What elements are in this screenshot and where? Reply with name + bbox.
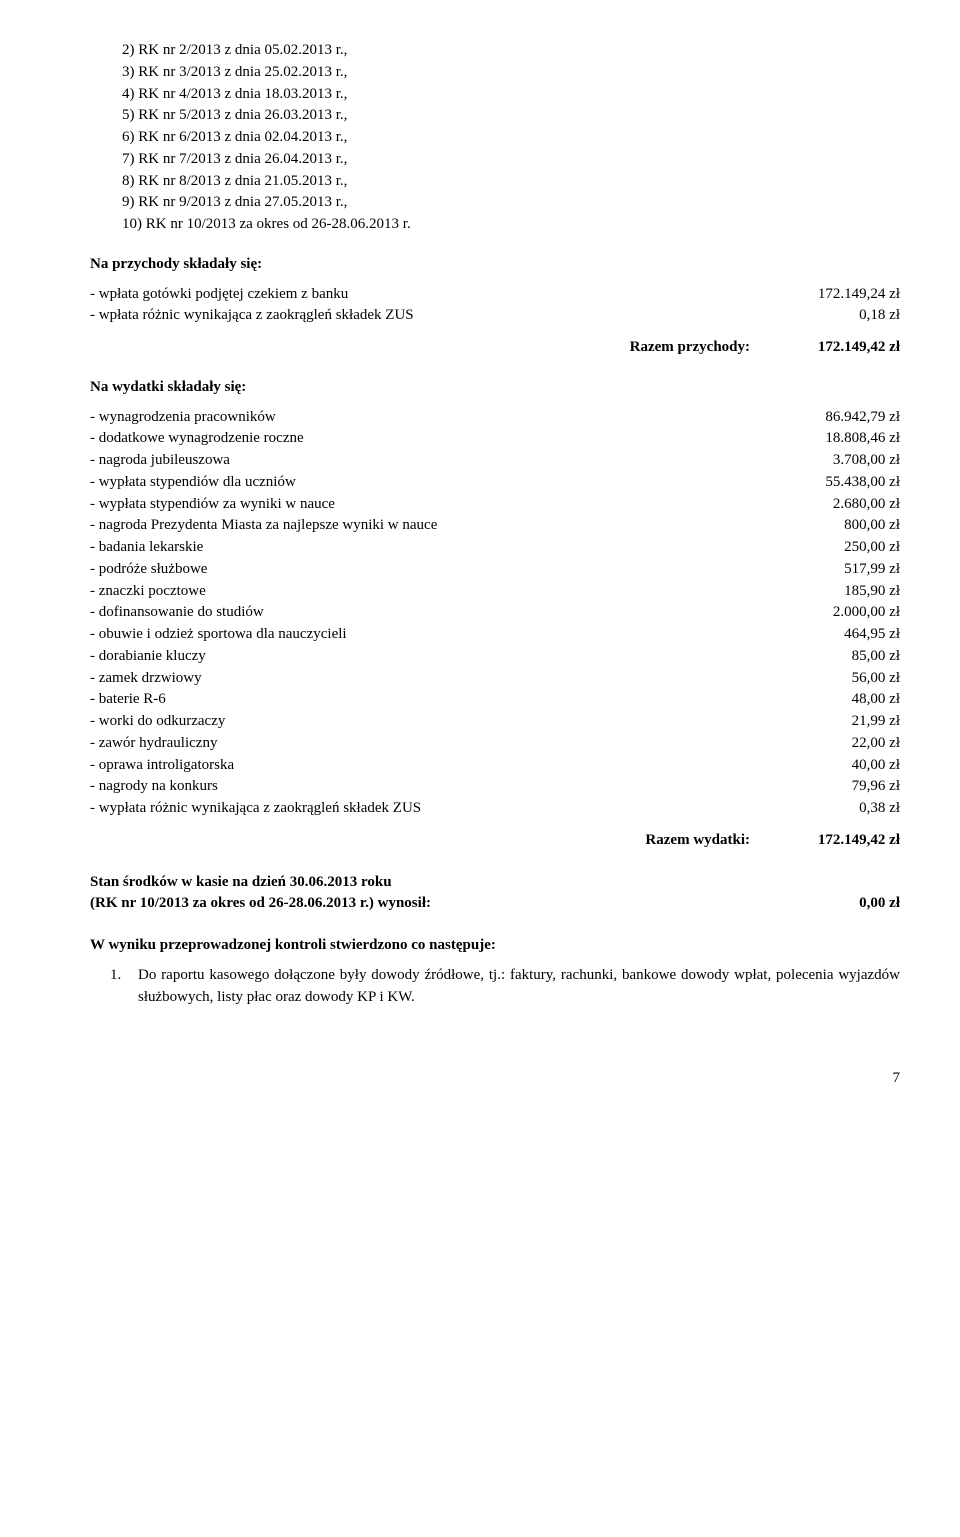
wydatki-label: - worki do odkurzaczy xyxy=(90,711,780,733)
wydatki-row: - oprawa introligatorska40,00 zł xyxy=(90,755,900,777)
wydatki-label: - wypłata stypendiów za wyniki w nauce xyxy=(90,494,780,516)
wydatki-row: - wypłata różnic wynikająca z zaokrągleń… xyxy=(90,798,900,820)
wydatki-row: - zamek drzwiowy56,00 zł xyxy=(90,668,900,690)
rk-list-item: 2) RK nr 2/2013 z dnia 05.02.2013 r., xyxy=(90,40,900,62)
wydatki-value: 2.680,00 zł xyxy=(780,494,900,516)
stan-line2: (RK nr 10/2013 za okres od 26-28.06.2013… xyxy=(90,893,780,915)
przychody-items: - wpłata gotówki podjętej czekiem z bank… xyxy=(90,284,900,328)
wydatki-row: - znaczki pocztowe185,90 zł xyxy=(90,581,900,603)
razem-wydatki-label: Razem wydatki: xyxy=(645,830,750,852)
heading-wyniku: W wyniku przeprowadzonej kontroli stwier… xyxy=(90,935,900,957)
wydatki-value: 85,00 zł xyxy=(780,646,900,668)
rk-list-item: 5) RK nr 5/2013 z dnia 26.03.2013 r., xyxy=(90,105,900,127)
wydatki-label: - nagroda Prezydenta Miasta za najlepsze… xyxy=(90,515,780,537)
wydatki-value: 250,00 zł xyxy=(780,537,900,559)
przychody-value: 0,18 zł xyxy=(780,305,900,327)
rk-list-item: 4) RK nr 4/2013 z dnia 18.03.2013 r., xyxy=(90,84,900,106)
wydatki-row: - nagroda jubileuszowa3.708,00 zł xyxy=(90,450,900,472)
wydatki-value: 800,00 zł xyxy=(780,515,900,537)
razem-wydatki-row: Razem wydatki: 172.149,42 zł xyxy=(90,830,900,852)
razem-przychody-label: Razem przychody: xyxy=(630,337,750,359)
wydatki-label: - badania lekarskie xyxy=(90,537,780,559)
stan-line1: Stan środków w kasie na dzień 30.06.2013… xyxy=(90,872,780,894)
conclusion-item: 1. Do raportu kasowego dołączone były do… xyxy=(90,965,900,1009)
wydatki-value: 55.438,00 zł xyxy=(780,472,900,494)
wydatki-value: 79,96 zł xyxy=(780,776,900,798)
wydatki-label: - podróże służbowe xyxy=(90,559,780,581)
wydatki-label: - dofinansowanie do studiów xyxy=(90,602,780,624)
wydatki-row: - dorabianie kluczy85,00 zł xyxy=(90,646,900,668)
wydatki-row: - obuwie i odzież sportowa dla nauczycie… xyxy=(90,624,900,646)
wydatki-label: - obuwie i odzież sportowa dla nauczycie… xyxy=(90,624,780,646)
rk-list-item: 9) RK nr 9/2013 z dnia 27.05.2013 r., xyxy=(90,192,900,214)
wydatki-row: - podróże służbowe517,99 zł xyxy=(90,559,900,581)
rk-list: 2) RK nr 2/2013 z dnia 05.02.2013 r.,3) … xyxy=(90,40,900,236)
wydatki-label: - wypłata różnic wynikająca z zaokrągleń… xyxy=(90,798,780,820)
wydatki-label: - oprawa introligatorska xyxy=(90,755,780,777)
razem-przychody-row: Razem przychody: 172.149,42 zł xyxy=(90,337,900,359)
wydatki-label: - zawór hydrauliczny xyxy=(90,733,780,755)
wydatki-value: 3.708,00 zł xyxy=(780,450,900,472)
wydatki-value: 56,00 zł xyxy=(780,668,900,690)
razem-wydatki-value: 172.149,42 zł xyxy=(780,830,900,852)
page-number: 7 xyxy=(90,1068,900,1090)
wydatki-value: 2.000,00 zł xyxy=(780,602,900,624)
przychody-row: - wpłata gotówki podjętej czekiem z bank… xyxy=(90,284,900,306)
wydatki-value: 18.808,46 zł xyxy=(780,428,900,450)
wydatki-value: 48,00 zł xyxy=(780,689,900,711)
stan-value: 0,00 zł xyxy=(780,893,900,915)
wydatki-row: - badania lekarskie250,00 zł xyxy=(90,537,900,559)
heading-wydatki: Na wydatki składały się: xyxy=(90,377,900,399)
wydatki-label: - baterie R-6 xyxy=(90,689,780,711)
rk-list-item: 3) RK nr 3/2013 z dnia 25.02.2013 r., xyxy=(90,62,900,84)
wydatki-label: - wynagrodzenia pracowników xyxy=(90,407,780,429)
stan-block: Stan środków w kasie na dzień 30.06.2013… xyxy=(90,872,900,916)
conclusion-text: Do raportu kasowego dołączone były dowod… xyxy=(138,965,900,1009)
wydatki-label: - wypłata stypendiów dla uczniów xyxy=(90,472,780,494)
wydatki-row: - dofinansowanie do studiów2.000,00 zł xyxy=(90,602,900,624)
wydatki-row: - worki do odkurzaczy21,99 zł xyxy=(90,711,900,733)
razem-przychody-value: 172.149,42 zł xyxy=(780,337,900,359)
wydatki-value: 86.942,79 zł xyxy=(780,407,900,429)
wydatki-label: - nagroda jubileuszowa xyxy=(90,450,780,472)
wydatki-row: - zawór hydrauliczny22,00 zł xyxy=(90,733,900,755)
przychody-row: - wpłata różnic wynikająca z zaokrągleń … xyxy=(90,305,900,327)
wydatki-label: - nagrody na konkurs xyxy=(90,776,780,798)
rk-list-item: 10) RK nr 10/2013 za okres od 26-28.06.2… xyxy=(90,214,900,236)
wydatki-value: 185,90 zł xyxy=(780,581,900,603)
wydatki-row: - nagroda Prezydenta Miasta za najlepsze… xyxy=(90,515,900,537)
wydatki-value: 464,95 zł xyxy=(780,624,900,646)
heading-przychody: Na przychody składały się: xyxy=(90,254,900,276)
wydatki-row: - nagrody na konkurs79,96 zł xyxy=(90,776,900,798)
conclusion-number: 1. xyxy=(110,965,138,1009)
rk-list-item: 7) RK nr 7/2013 z dnia 26.04.2013 r., xyxy=(90,149,900,171)
przychody-label: - wpłata różnic wynikająca z zaokrągleń … xyxy=(90,305,780,327)
wydatki-label: - znaczki pocztowe xyxy=(90,581,780,603)
wydatki-value: 22,00 zł xyxy=(780,733,900,755)
wydatki-items: - wynagrodzenia pracowników86.942,79 zł-… xyxy=(90,407,900,820)
wydatki-row: - baterie R-648,00 zł xyxy=(90,689,900,711)
wydatki-label: - dodatkowe wynagrodzenie roczne xyxy=(90,428,780,450)
przychody-label: - wpłata gotówki podjętej czekiem z bank… xyxy=(90,284,780,306)
wydatki-row: - wypłata stypendiów za wyniki w nauce2.… xyxy=(90,494,900,516)
wydatki-row: - dodatkowe wynagrodzenie roczne18.808,4… xyxy=(90,428,900,450)
wydatki-value: 40,00 zł xyxy=(780,755,900,777)
wydatki-row: - wypłata stypendiów dla uczniów55.438,0… xyxy=(90,472,900,494)
wydatki-value: 21,99 zł xyxy=(780,711,900,733)
wydatki-row: - wynagrodzenia pracowników86.942,79 zł xyxy=(90,407,900,429)
wydatki-value: 517,99 zł xyxy=(780,559,900,581)
rk-list-item: 8) RK nr 8/2013 z dnia 21.05.2013 r., xyxy=(90,171,900,193)
rk-list-item: 6) RK nr 6/2013 z dnia 02.04.2013 r., xyxy=(90,127,900,149)
wydatki-value: 0,38 zł xyxy=(780,798,900,820)
wydatki-label: - dorabianie kluczy xyxy=(90,646,780,668)
wydatki-label: - zamek drzwiowy xyxy=(90,668,780,690)
przychody-value: 172.149,24 zł xyxy=(780,284,900,306)
